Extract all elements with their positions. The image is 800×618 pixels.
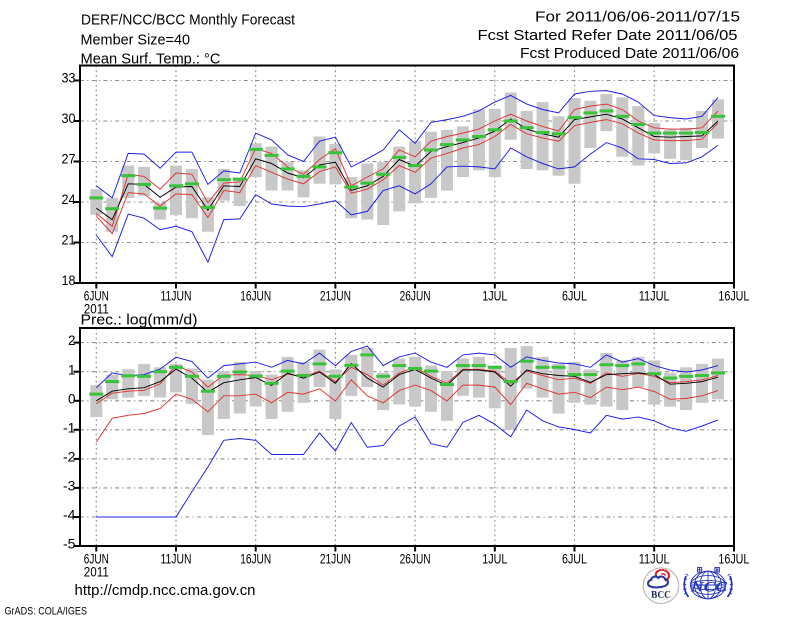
svg-text:6JUL: 6JUL [562,289,587,304]
svg-text:2011: 2011 [84,302,109,317]
svg-text:30: 30 [62,111,76,126]
svg-text:21JUN: 21JUN [320,552,351,567]
svg-text:11JUL: 11JUL [639,289,670,304]
svg-text:6JUN: 6JUN [84,552,109,567]
svg-text:Member Size=40: Member Size=40 [81,32,191,49]
svg-text:2: 2 [68,333,76,348]
svg-text:11JUN: 11JUN [161,552,192,567]
svg-text:DERF/NCC/BCC Monthly Forecast: DERF/NCC/BCC Monthly Forecast [81,12,296,29]
svg-text:21JUN: 21JUN [320,289,351,304]
svg-text:26JUN: 26JUN [400,552,431,567]
svg-text:1JUL: 1JUL [482,552,507,567]
svg-text:Prec.: log(mm/d): Prec.: log(mm/d) [81,312,198,329]
svg-text:24: 24 [62,192,76,207]
svg-text:-1: -1 [63,420,76,435]
svg-text:16JUN: 16JUN [240,552,271,567]
svg-text:16JUL: 16JUL [718,289,749,304]
svg-text:BCC: BCC [651,590,671,601]
svg-text:26JUN: 26JUN [400,289,431,304]
svg-text:11JUL: 11JUL [639,552,670,567]
svg-text:For 2011/06/06-2011/07/15: For 2011/06/06-2011/07/15 [535,9,740,26]
svg-text:-2: -2 [63,450,76,465]
svg-text:27: 27 [62,152,76,167]
svg-text:1: 1 [68,362,76,377]
svg-text:NCC: NCC [690,580,728,596]
svg-text:Fcst Started Refer Date 2011/0: Fcst Started Refer Date 2011/06/05 [478,27,738,44]
svg-text:6JUN: 6JUN [84,289,109,304]
svg-text:Fcst Produced Date 2011/06/06: Fcst Produced Date 2011/06/06 [520,45,739,62]
svg-text:Mean Surf. Temp.: °C: Mean Surf. Temp.: °C [81,51,221,68]
svg-text:21: 21 [62,233,76,248]
svg-text:16JUN: 16JUN [240,289,271,304]
svg-text:6JUL: 6JUL [562,552,587,567]
svg-text:16JUL: 16JUL [718,552,749,567]
svg-text:11JUN: 11JUN [161,289,192,304]
svg-text:2011: 2011 [84,565,109,580]
svg-text:33: 33 [62,71,76,86]
svg-text:1JUL: 1JUL [482,289,507,304]
svg-text:GrADS: COLA/IGES: GrADS: COLA/IGES [5,606,88,618]
svg-text:-3: -3 [63,479,76,494]
svg-text:http://cmdp.ncc.cma.gov.cn: http://cmdp.ncc.cma.gov.cn [75,582,256,599]
svg-text:-5: -5 [63,537,76,552]
svg-text:-4: -4 [63,508,76,523]
svg-text:0: 0 [68,391,76,406]
svg-text:18: 18 [62,273,76,288]
